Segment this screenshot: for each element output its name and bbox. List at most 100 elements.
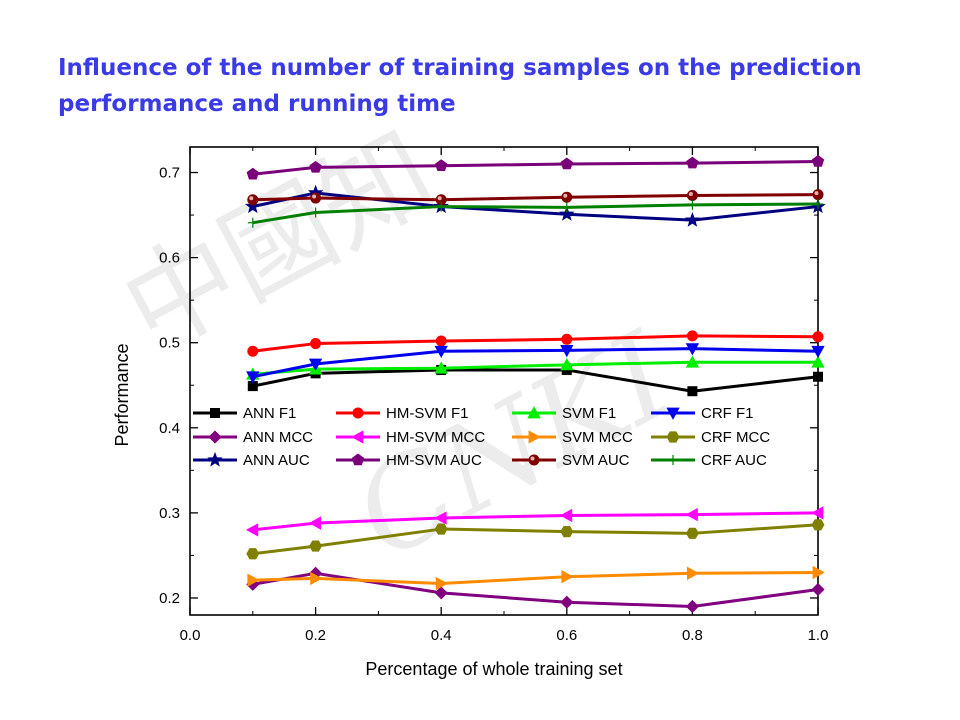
legend-item-ann-f1: ANN F1 (193, 405, 296, 422)
legend: ANN F1 HM-SVM F1 SVM F1 CRF F1 ANN MCC HM-SVM… (193, 405, 770, 469)
legend-item-hm-svm-auc: HM-SVM AUC (336, 452, 482, 469)
x-tick-label: 0.0 (180, 627, 201, 644)
data-point-hm-svm-mcc (434, 511, 447, 525)
data-point-crf-mcc (811, 519, 825, 531)
data-point-crf-f1 (434, 345, 448, 359)
data-point-hm-svm-auc (246, 167, 259, 180)
legend-marker (207, 451, 223, 467)
legend-marker (666, 431, 680, 443)
series-svm-auc (247, 189, 824, 206)
data-point-hm-svm-mcc (245, 523, 259, 537)
legend-label: HM-SVM AUC (386, 452, 482, 469)
data-point-hm-svm-f1 (812, 331, 824, 343)
data-point-svm-auc-base (561, 191, 573, 203)
data-point-svm-mcc (812, 565, 825, 580)
data-point-ann-auc (559, 206, 575, 221)
legend-label: HM-SVM MCC (386, 429, 485, 446)
data-point-crf-auc (813, 199, 823, 210)
data-point-crf-f1 (685, 343, 700, 356)
legend-item-hm-svm-f1: HM-SVM F1 (336, 405, 469, 422)
data-point-svm-auc-base (247, 194, 259, 206)
legend-marker (210, 408, 220, 418)
legend-label: CRF F1 (701, 405, 754, 422)
data-point-hm-svm-auc (309, 160, 322, 173)
x-tick-label: 1.0 (808, 627, 829, 644)
data-point-crf-auc (247, 217, 258, 228)
data-point-svm-mcc (561, 570, 574, 584)
series-line-hm-svm-f1 (252, 334, 819, 353)
series-line-ann-mcc (252, 571, 819, 608)
legend-label: SVM MCC (562, 429, 633, 446)
data-point-hm-svm-mcc (685, 507, 698, 522)
data-point-crf-auc (561, 202, 572, 213)
data-point-hm-svm-mcc (308, 516, 322, 530)
data-point-ann-mcc (811, 582, 825, 597)
data-point-hm-svm-mcc (559, 508, 573, 523)
data-point-hm-svm-f1 (247, 345, 259, 357)
legend-item-svm-f1: SVM F1 (512, 405, 616, 422)
data-point-crf-f1 (308, 358, 323, 371)
legend-label: HM-SVM F1 (386, 405, 469, 422)
data-point-ann-auc (245, 198, 261, 214)
data-point-svm-auc (686, 190, 698, 202)
data-point-svm-auc-shine (814, 191, 819, 196)
data-point-svm-auc (561, 191, 573, 203)
data-point-hm-svm-f1 (435, 335, 447, 347)
data-point-crf-mcc (434, 523, 448, 535)
legend-item-ann-auc: ANN AUC (193, 451, 310, 469)
data-point-svm-f1 (560, 357, 574, 371)
series-line-crf-f1 (252, 347, 819, 379)
series-line-hm-svm-mcc (252, 511, 819, 532)
data-point-ann-mcc (685, 599, 699, 614)
y-tick-label: 0.2 (159, 590, 180, 607)
legend-item-crf-f1: CRF F1 (651, 405, 754, 422)
data-point-svm-auc-shine (437, 196, 442, 201)
data-point-crf-auc (436, 201, 447, 212)
data-point-crf-f1 (246, 371, 260, 384)
data-point-hm-svm-f1 (686, 330, 698, 342)
data-point-hm-svm-auc (560, 157, 573, 170)
data-point-svm-mcc (247, 573, 260, 587)
y-tick-label: 0.3 (159, 505, 180, 522)
data-point-svm-mcc (435, 576, 449, 591)
legend-marker (208, 430, 222, 444)
series-crf-auc (247, 199, 823, 228)
legend-marker-base (528, 454, 540, 466)
data-point-crf-f1 (811, 345, 825, 359)
slide-title: Influence of the number of training samp… (58, 55, 862, 117)
y-tick-label: 0.6 (159, 250, 180, 267)
series-hm-svm-auc (246, 154, 825, 180)
data-point-svm-mcc (687, 566, 700, 580)
legend-item-crf-auc: CRF AUC (651, 452, 767, 469)
y-tick-label: 0.5 (159, 335, 180, 352)
data-point-svm-auc-base (812, 189, 824, 201)
series-crf-mcc (246, 519, 825, 560)
x-tick-label: 0.6 (556, 627, 577, 644)
series-hm-svm-mcc (245, 506, 824, 537)
data-point-ann-mcc (560, 595, 574, 609)
data-point-hm-svm-mcc (811, 506, 824, 520)
legend-marker (527, 406, 541, 419)
data-point-crf-mcc (309, 540, 323, 552)
data-point-svm-auc-shine (312, 194, 317, 199)
data-point-hm-svm-f1 (561, 333, 573, 345)
data-point-crf-f1 (560, 344, 574, 358)
series-line-ann-auc (252, 191, 819, 222)
legend-marker (666, 407, 680, 420)
series-line-crf-mcc (252, 523, 819, 556)
series-svm-mcc (247, 565, 825, 591)
legend-item-crf-mcc: CRF MCC (651, 429, 770, 446)
legend-label: SVM AUC (562, 452, 630, 469)
legend-item-hm-svm-mcc: HM-SVM MCC (336, 429, 485, 446)
data-point-ann-f1 (687, 386, 698, 397)
data-point-svm-f1 (685, 355, 700, 368)
data-point-crf-auc (310, 207, 321, 218)
data-point-svm-auc (435, 194, 447, 206)
y-tick-label: 0.4 (159, 420, 180, 437)
legend-marker (352, 407, 364, 419)
series-line-ann-f1 (252, 368, 819, 393)
legend-item-svm-auc: SVM AUC (512, 452, 630, 469)
legend-marker (351, 453, 365, 466)
x-tick-label: 0.8 (682, 627, 703, 644)
